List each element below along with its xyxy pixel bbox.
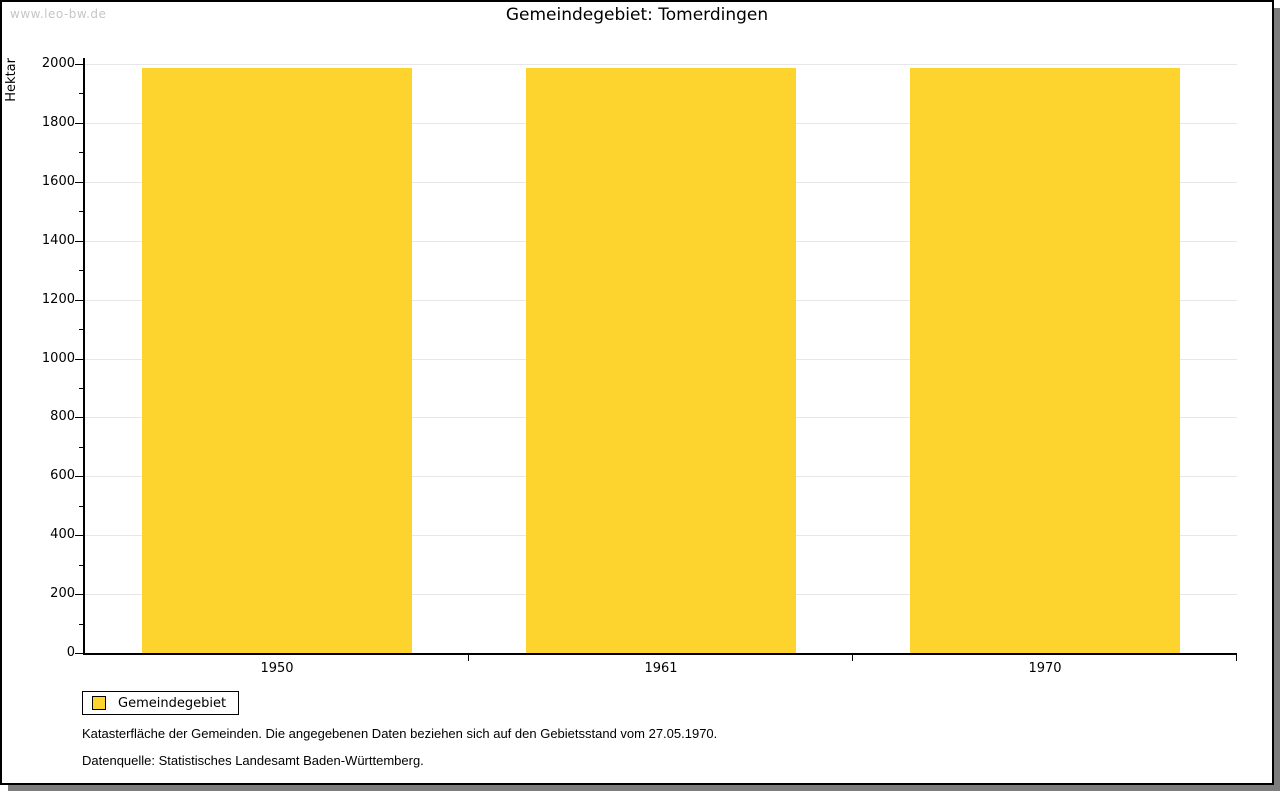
plot-area: 0 200 400 600 800 1000 1200 1400 1600 1800 2000 195…	[42, 57, 1237, 676]
y-tick-label: 1800	[41, 115, 75, 130]
y-major-tick	[75, 653, 83, 654]
y-minor-tick	[79, 388, 83, 389]
y-tick-label: 2000	[41, 56, 75, 71]
y-minor-tick	[79, 447, 83, 448]
y-tick-label: 1600	[41, 174, 75, 189]
x-tick-label: 1950	[260, 661, 294, 676]
y-minor-tick	[79, 624, 83, 625]
x-axis-tick	[1236, 653, 1237, 661]
legend-swatch-icon	[92, 696, 106, 710]
y-major-tick	[75, 64, 83, 65]
gridline	[85, 64, 1237, 65]
y-minor-tick	[79, 93, 83, 94]
y-minor-tick	[79, 152, 83, 153]
y-tick-label: 600	[50, 468, 75, 483]
legend: Gemeindegebiet	[82, 691, 240, 715]
x-tick-label: 1970	[1028, 661, 1062, 676]
y-major-tick	[75, 417, 83, 418]
y-tick-label: 1200	[41, 292, 75, 307]
y-minor-tick	[79, 329, 83, 330]
y-tick-label: 800	[50, 409, 75, 424]
x-tick-label: 1961	[644, 661, 678, 676]
footnote-line-2: Datenquelle: Statistisches Landesamt Bad…	[82, 753, 424, 768]
y-minor-tick	[79, 270, 83, 271]
y-tick-label: 200	[50, 586, 75, 601]
y-minor-tick	[79, 565, 83, 566]
bar-1970	[910, 68, 1180, 653]
bar-1950	[142, 68, 412, 653]
legend-label: Gemeindegebiet	[118, 695, 227, 711]
bar-1961	[526, 68, 796, 653]
y-major-tick	[75, 476, 83, 477]
y-tick-label: 0	[66, 645, 75, 660]
y-axis-label: Hektar	[4, 58, 19, 102]
y-major-tick	[75, 241, 83, 242]
watermark: www.leo-bw.de	[10, 7, 107, 21]
y-tick-label: 1400	[41, 233, 75, 248]
y-major-tick	[75, 123, 83, 124]
y-major-tick	[75, 300, 83, 301]
y-axis-line-cap	[83, 58, 85, 64]
y-major-tick	[75, 182, 83, 183]
y-major-tick	[75, 594, 83, 595]
chart-title: Gemeindegebiet: Tomerdingen	[505, 5, 769, 25]
y-major-tick	[75, 535, 83, 536]
y-tick-label: 400	[50, 527, 75, 542]
y-major-tick	[75, 359, 83, 360]
footnote-line-1: Katasterfläche der Gemeinden. Die angege…	[82, 726, 718, 741]
x-axis-tick	[468, 653, 469, 661]
y-minor-tick	[79, 211, 83, 212]
y-minor-tick	[79, 506, 83, 507]
y-tick-label: 1000	[41, 351, 75, 366]
x-axis-tick	[852, 653, 853, 661]
